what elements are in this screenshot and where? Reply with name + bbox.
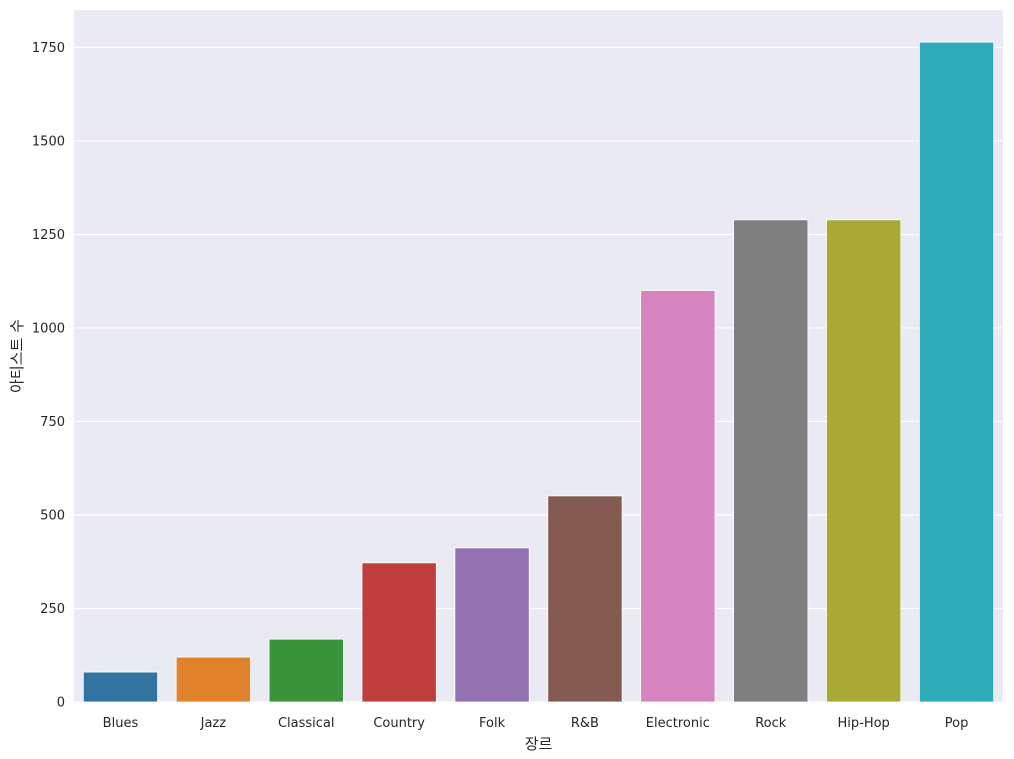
x-tick-label: Pop <box>945 716 969 731</box>
x-tick-label: Blues <box>103 716 139 731</box>
y-tick-label: 1500 <box>32 134 65 149</box>
x-tick-label: Rock <box>755 716 787 731</box>
bar-rock <box>733 219 809 703</box>
x-tick-label: Country <box>373 716 425 731</box>
bar-jazz <box>175 656 251 703</box>
bar-hip-hop <box>826 219 902 703</box>
x-tick-label: Electronic <box>646 716 710 731</box>
bar-r-b <box>547 495 623 703</box>
y-tick-label: 1000 <box>32 321 65 336</box>
y-tick-label: 500 <box>40 508 65 523</box>
bar-classical <box>268 638 344 703</box>
bar-pop <box>918 41 995 703</box>
bars <box>82 41 995 703</box>
y-tick-labels: 0 250 500 750 1000 1250 1500 1750 <box>32 41 65 711</box>
x-tick-label: Classical <box>278 716 335 731</box>
x-tick-label: Folk <box>479 716 506 731</box>
bar-blues <box>82 671 159 703</box>
bar-country <box>361 562 437 703</box>
x-tick-label: Hip-Hop <box>837 716 889 731</box>
y-axis-title: 아티스트 수 <box>8 319 26 393</box>
x-axis-title: 장르 <box>525 735 553 753</box>
x-tick-label: Jazz <box>200 716 227 731</box>
y-tick-label: 1250 <box>32 228 65 243</box>
y-tick-label: 1750 <box>32 41 65 56</box>
y-tick-label: 0 <box>57 696 65 711</box>
bar-electronic <box>640 290 716 703</box>
y-tick-label: 250 <box>40 602 65 617</box>
bar-folk <box>454 547 530 703</box>
x-tick-label: R&B <box>571 716 599 731</box>
x-tick-labels: Blues Jazz Classical Country Folk R&B Electron… <box>103 716 969 731</box>
y-tick-label: 750 <box>40 415 65 430</box>
